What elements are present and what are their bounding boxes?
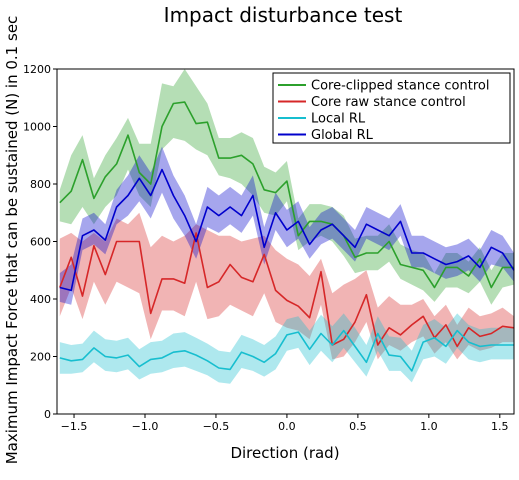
x-tick-label: −1.5 <box>61 420 88 433</box>
x-axis-label: Direction (rad) <box>230 444 339 462</box>
legend-box <box>272 72 511 144</box>
x-axis-ticks: −1.5 −1.0 −0.5 0.0 0.5 1.0 1.5 <box>61 414 509 433</box>
x-tick-label: 1.5 <box>491 420 509 433</box>
chart-title: Impact disturbance test <box>164 3 403 27</box>
x-tick-label: 1.0 <box>420 420 438 433</box>
band-series-2 <box>59 212 515 360</box>
band-series-3 <box>59 313 515 384</box>
y-tick-label: 1200 <box>23 63 51 76</box>
band-series-4 <box>59 146 515 305</box>
band-series-1 <box>59 69 515 305</box>
legend-label-2: Core raw stance control <box>311 95 466 110</box>
y-tick-label: 400 <box>30 293 51 306</box>
x-tick-label: 0.0 <box>278 420 296 433</box>
y-tick-label: 600 <box>30 236 51 249</box>
legend-label-4: Global RL <box>311 128 374 143</box>
y-tick-label: 0 <box>44 408 51 421</box>
line-series-2 <box>59 232 515 348</box>
series-lines <box>59 101 515 372</box>
legend-label-3: Local RL <box>311 112 366 127</box>
x-tick-label: 0.5 <box>349 420 367 433</box>
y-tick-label: 200 <box>30 351 51 364</box>
line-series-1 <box>59 101 514 289</box>
y-axis-ticks: 0 200 400 600 800 1000 1200 <box>23 63 57 421</box>
x-tick-label: −1.0 <box>132 420 159 433</box>
y-tick-label: 800 <box>30 178 51 191</box>
x-tick-label: −0.5 <box>203 420 230 433</box>
y-tick-label: 1000 <box>23 121 51 134</box>
confidence-bands <box>59 69 515 384</box>
legend-label-1: Core-clipped stance control <box>311 79 489 94</box>
y-axis-label: Maximum Impact Force that can be sustain… <box>3 16 21 465</box>
line-series-3 <box>59 329 514 372</box>
line-series-4 <box>59 168 515 292</box>
